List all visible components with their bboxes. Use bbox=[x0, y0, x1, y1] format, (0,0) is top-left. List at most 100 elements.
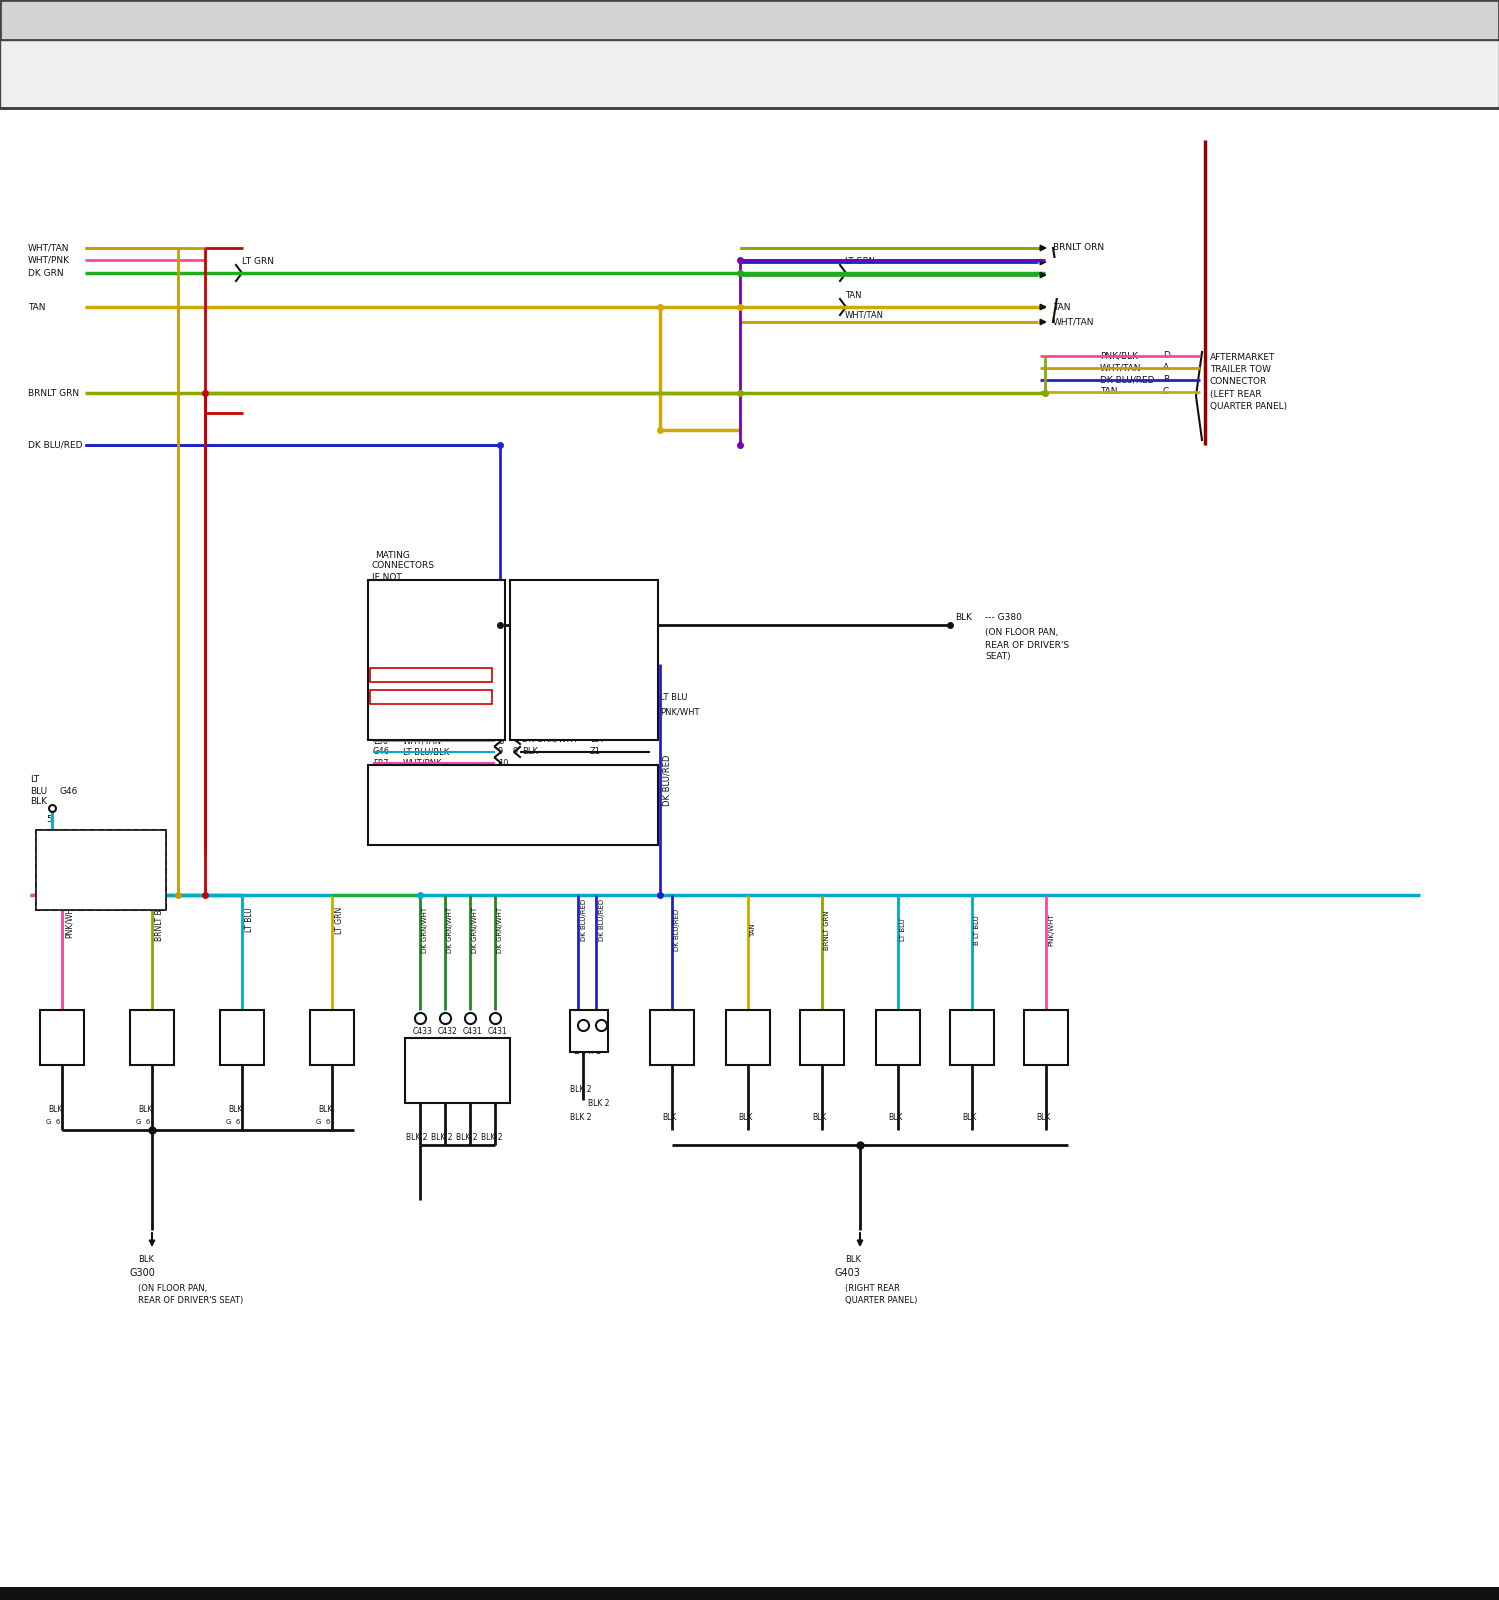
Text: RIGHT: RIGHT bbox=[959, 1013, 983, 1022]
Text: BLK: BLK bbox=[812, 1114, 826, 1123]
Text: BLK 2: BLK 2 bbox=[432, 1133, 453, 1142]
Text: TAN: TAN bbox=[750, 923, 755, 938]
Text: SIGNAL: SIGNAL bbox=[318, 1034, 346, 1043]
Text: STOP: STOP bbox=[52, 1035, 72, 1045]
Text: 1996 Jeep Grand Cherokee Laredo: 1996 Jeep Grand Cherokee Laredo bbox=[496, 8, 1003, 34]
Text: L50: L50 bbox=[591, 646, 606, 656]
Text: PNK/BLK: PNK/BLK bbox=[522, 709, 558, 717]
Text: BLK 2: BLK 2 bbox=[481, 1133, 502, 1142]
Text: TAIL: TAIL bbox=[1039, 1024, 1054, 1034]
Text: 8: 8 bbox=[498, 736, 504, 746]
Text: QUARTER PANEL): QUARTER PANEL) bbox=[471, 814, 555, 824]
Text: (RIGHT REAR: (RIGHT REAR bbox=[845, 1283, 899, 1293]
Text: STOP LAMP: STOP LAMP bbox=[433, 1085, 484, 1093]
Text: TOW CONNECTOR: TOW CONNECTOR bbox=[1052, 277, 1141, 286]
Text: WHT/TAN: WHT/TAN bbox=[403, 725, 442, 734]
Text: DK BLU/RED: DK BLU/RED bbox=[663, 754, 672, 806]
Text: B: B bbox=[1163, 376, 1169, 384]
Text: 3: 3 bbox=[513, 659, 519, 669]
Text: BRNLT ORN: BRNLT ORN bbox=[1052, 243, 1105, 253]
Text: DK BLU/RED: DK BLU/RED bbox=[675, 909, 681, 950]
Bar bbox=[40, 1010, 84, 1066]
Bar bbox=[367, 765, 658, 845]
Text: DK BLU/RED: DK BLU/RED bbox=[1052, 258, 1108, 267]
Text: L90: L90 bbox=[373, 659, 388, 669]
Text: SEAT): SEAT) bbox=[985, 653, 1010, 661]
Text: L73: L73 bbox=[591, 722, 606, 731]
Text: 3: 3 bbox=[498, 659, 504, 669]
Text: BLK: BLK bbox=[48, 1106, 63, 1115]
Text: W/LAMP: W/LAMP bbox=[370, 595, 406, 603]
Text: REAR OF DRIVER'S SEAT): REAR OF DRIVER'S SEAT) bbox=[138, 1296, 243, 1304]
Bar bbox=[370, 690, 492, 704]
Text: LAMP: LAMP bbox=[738, 1035, 758, 1045]
Text: WHT/TAN: WHT/TAN bbox=[522, 646, 561, 656]
Text: WHT/TAN: WHT/TAN bbox=[403, 646, 442, 656]
Text: DK BLU/RED: DK BLU/RED bbox=[600, 899, 606, 941]
Text: LAMP: LAMP bbox=[231, 1034, 252, 1043]
Text: (LEFT REAR: (LEFT REAR bbox=[1210, 389, 1262, 398]
Text: RIGHT: RIGHT bbox=[736, 1013, 760, 1022]
Text: LAMPS: LAMPS bbox=[573, 1048, 601, 1056]
Text: G403: G403 bbox=[835, 1267, 860, 1278]
Text: Z1: Z1 bbox=[591, 747, 601, 757]
Text: BLK: BLK bbox=[228, 1106, 243, 1115]
Bar bbox=[310, 1010, 354, 1066]
Text: DK BLU/RED: DK BLU/RED bbox=[28, 440, 82, 450]
Text: MOUNTED: MOUNTED bbox=[435, 1072, 481, 1082]
Bar bbox=[726, 1010, 770, 1066]
Text: LT BLU: LT BLU bbox=[899, 918, 905, 941]
Text: BLK 2: BLK 2 bbox=[588, 1099, 610, 1109]
Text: LAMP: LAMP bbox=[961, 1046, 982, 1056]
Text: WHT/TAN: WHT/TAN bbox=[403, 736, 442, 746]
Text: BLK: BLK bbox=[138, 1106, 153, 1115]
Text: REAR SIDE: REAR SIDE bbox=[222, 1024, 262, 1032]
Text: LEFT: LEFT bbox=[232, 1013, 250, 1022]
Text: 5: 5 bbox=[46, 816, 52, 824]
Bar bbox=[0, 0, 1499, 40]
Text: L21: L21 bbox=[591, 696, 606, 704]
Text: LT GRN: LT GRN bbox=[241, 256, 274, 266]
Text: L50: L50 bbox=[373, 736, 388, 746]
Text: F87: F87 bbox=[373, 758, 388, 768]
Text: BLK: BLK bbox=[887, 1114, 902, 1123]
Text: Fig. 17: Exterior Lamps Circuit (2 of 2): Fig. 17: Exterior Lamps Circuit (2 of 2) bbox=[538, 75, 959, 93]
Text: C431: C431 bbox=[463, 1027, 483, 1037]
Text: TAN: TAN bbox=[1052, 302, 1070, 312]
Text: BLK: BLK bbox=[1036, 1114, 1051, 1123]
Text: G46: G46 bbox=[60, 787, 78, 795]
Text: C: C bbox=[1163, 387, 1169, 397]
Text: PNK/WHT: PNK/WHT bbox=[64, 902, 73, 938]
Text: DK GRN/WHT: DK GRN/WHT bbox=[498, 907, 504, 954]
Text: 6: 6 bbox=[498, 715, 504, 723]
Text: DK BLU/RED: DK BLU/RED bbox=[403, 704, 454, 712]
Text: BLK 2: BLK 2 bbox=[570, 1085, 592, 1094]
Text: DK GRN/WHT: DK GRN/WHT bbox=[423, 907, 429, 954]
Text: QUARTER PANEL): QUARTER PANEL) bbox=[845, 1296, 917, 1304]
Text: G46: G46 bbox=[373, 747, 390, 757]
Text: PNK/BLK: PNK/BLK bbox=[1100, 352, 1138, 360]
Text: GRAPHIC DISPLAY: GRAPHIC DISPLAY bbox=[70, 843, 138, 853]
Text: LAMP: LAMP bbox=[51, 1045, 72, 1054]
Text: BLK: BLK bbox=[738, 1114, 752, 1123]
Text: BLK: BLK bbox=[522, 747, 538, 757]
Text: 8: 8 bbox=[513, 734, 519, 744]
Text: VEHICLE INFORMATION: VEHICLE INFORMATION bbox=[70, 867, 157, 877]
Text: STOP: STOP bbox=[1036, 1035, 1055, 1045]
Text: TAN: TAN bbox=[1100, 387, 1117, 397]
Text: LAMP: LAMP bbox=[887, 1035, 908, 1045]
Text: LEFT: LEFT bbox=[142, 1016, 160, 1024]
Text: LT GRN: LT GRN bbox=[334, 906, 343, 934]
Text: 1: 1 bbox=[408, 616, 414, 626]
Text: L90: L90 bbox=[373, 704, 388, 712]
Text: DK BLU/RED: DK BLU/RED bbox=[403, 682, 454, 691]
Text: LAMP: LAMP bbox=[1036, 1046, 1057, 1056]
Text: BLK: BLK bbox=[318, 1106, 333, 1115]
Text: LT BLU/WHT: LT BLU/WHT bbox=[522, 696, 573, 704]
Text: (ON FLOOR PAN,: (ON FLOOR PAN, bbox=[138, 1283, 207, 1293]
Bar bbox=[950, 1010, 994, 1066]
Text: LAMP: LAMP bbox=[141, 1037, 162, 1046]
Text: 2: 2 bbox=[498, 646, 504, 656]
Text: L80: L80 bbox=[591, 659, 606, 669]
Text: 4: 4 bbox=[498, 682, 504, 691]
